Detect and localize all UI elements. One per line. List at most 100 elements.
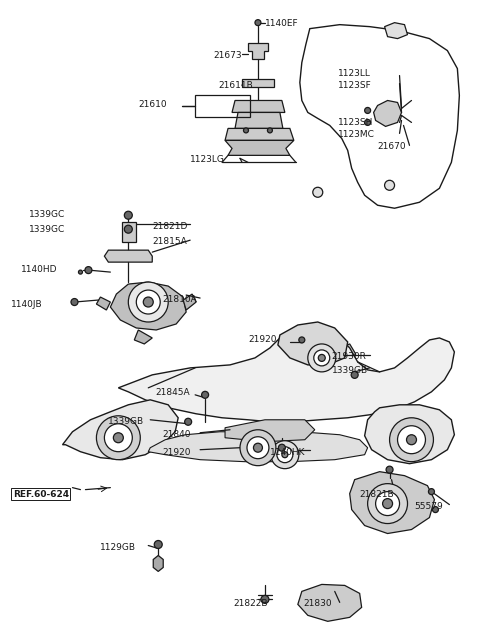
Circle shape [185,418,192,425]
Circle shape [314,350,330,366]
Circle shape [299,337,305,343]
Polygon shape [235,113,283,128]
Polygon shape [278,322,348,365]
Circle shape [85,266,92,273]
Polygon shape [134,330,152,344]
Polygon shape [62,400,178,460]
Circle shape [351,372,358,379]
Bar [122,222,136,242]
Polygon shape [225,420,315,442]
Text: 21840: 21840 [162,430,191,439]
Text: REF.60-624: REF.60-624 [12,489,69,499]
Polygon shape [384,23,408,39]
Circle shape [78,270,83,274]
Text: 1123MC: 1123MC [338,130,374,139]
Circle shape [365,120,371,125]
Polygon shape [225,141,294,155]
Polygon shape [298,340,342,378]
Text: 1140HD: 1140HD [21,265,57,274]
Text: 1339GB: 1339GB [108,417,144,426]
Polygon shape [248,42,268,59]
Text: 21821B: 21821B [360,489,394,499]
Circle shape [144,297,153,307]
Circle shape [104,423,132,452]
Text: 1140HK: 1140HK [270,448,305,457]
Circle shape [253,443,263,452]
Polygon shape [340,344,356,366]
Polygon shape [104,250,152,262]
Circle shape [308,344,336,372]
Circle shape [429,489,434,494]
Circle shape [313,187,323,197]
Bar [195,96,250,118]
Circle shape [271,441,299,468]
Polygon shape [110,282,186,330]
Text: 21822B: 21822B [233,599,267,608]
Circle shape [318,354,325,361]
Circle shape [383,499,393,508]
Circle shape [261,596,269,603]
Circle shape [267,128,273,133]
Text: 55579: 55579 [415,501,443,511]
Text: 1339GC: 1339GC [29,225,65,234]
Polygon shape [350,472,434,534]
Circle shape [390,418,433,461]
Polygon shape [153,556,163,572]
Circle shape [128,282,168,322]
Circle shape [376,492,399,515]
Circle shape [277,447,293,463]
Text: 1123SH: 1123SH [338,118,373,127]
Circle shape [397,426,425,454]
Circle shape [255,20,261,26]
Text: 1339GB: 1339GB [332,366,368,375]
Text: 21815A: 21815A [152,237,187,246]
Text: 21930R: 21930R [332,352,367,361]
Text: 21673: 21673 [213,51,242,60]
Text: 1140JB: 1140JB [11,300,42,309]
Text: 1123SF: 1123SF [338,80,372,89]
Text: 21670: 21670 [378,142,406,151]
Circle shape [384,180,395,191]
Circle shape [365,108,371,113]
Polygon shape [96,297,110,310]
Text: 1339GC: 1339GC [29,210,65,219]
Text: 1123LG: 1123LG [190,155,225,165]
Text: 1123LL: 1123LL [338,68,371,78]
Circle shape [71,299,78,306]
Text: 21830: 21830 [304,599,333,608]
Text: 21610: 21610 [138,101,167,110]
Circle shape [432,506,438,513]
Text: 21920: 21920 [162,448,191,457]
Text: 21810A: 21810A [162,295,197,304]
Polygon shape [373,101,402,127]
Circle shape [386,466,393,473]
Text: 21845A: 21845A [155,388,190,397]
Circle shape [96,416,140,460]
Polygon shape [232,101,285,113]
Circle shape [113,433,123,442]
Text: 21920: 21920 [248,335,276,344]
Polygon shape [298,584,361,622]
Text: 21821D: 21821D [152,222,188,231]
Circle shape [282,452,288,458]
Bar [242,78,274,87]
Circle shape [407,435,417,445]
Polygon shape [183,294,196,310]
Circle shape [124,211,132,219]
Polygon shape [225,128,294,141]
Circle shape [243,128,249,133]
Circle shape [368,484,408,523]
Circle shape [278,444,286,451]
Polygon shape [119,325,455,422]
Circle shape [247,437,269,459]
Circle shape [124,225,132,233]
Circle shape [136,290,160,314]
Text: 21611B: 21611B [218,80,253,89]
Circle shape [240,430,276,466]
Text: 1140EF: 1140EF [265,18,299,28]
Circle shape [202,391,209,398]
Circle shape [154,541,162,548]
Polygon shape [148,432,368,461]
Text: 1129GB: 1129GB [100,542,136,551]
Polygon shape [365,405,455,464]
